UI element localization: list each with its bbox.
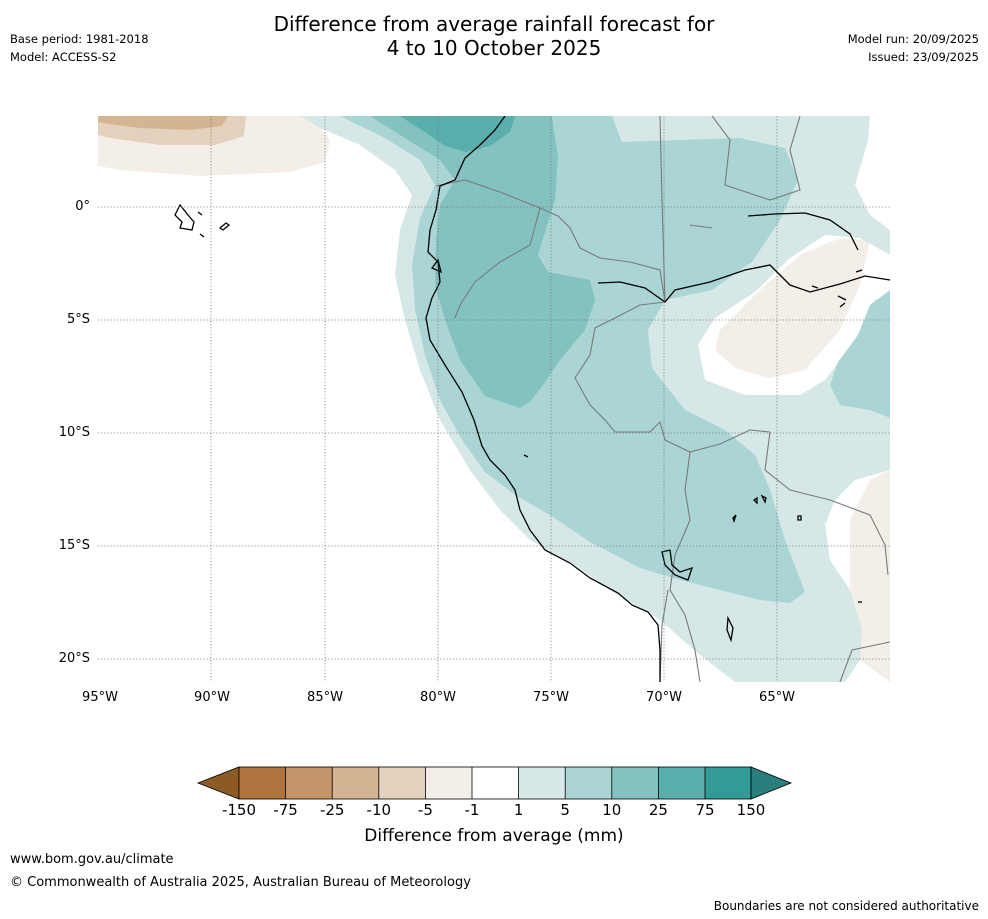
issued-date: Issued: 23/09/2025 [868, 50, 979, 64]
lon-label-95w: 95°W [82, 690, 118, 705]
map-area [98, 116, 890, 682]
wet-region-light-east [830, 290, 890, 418]
lat-label-20s: 20°S [58, 651, 90, 666]
colorbar-tick: -10 [366, 801, 392, 819]
colorbar-tick: 5 [560, 801, 570, 819]
colorbar-tick: 25 [648, 801, 668, 819]
dry-region-brazil-north [715, 238, 870, 378]
colorbar [196, 766, 793, 800]
title-line-1: Difference from average rainfall forecas… [273, 12, 715, 36]
colorbar-bin-4 [378, 767, 426, 799]
website-link[interactable]: www.bom.gov.au/climate [10, 852, 174, 867]
colorbar-bin-10 [658, 767, 705, 799]
colorbar-bin-3 [332, 767, 379, 799]
colorbar-tick: 1 [513, 801, 524, 819]
colorbar-bin-2 [285, 767, 333, 799]
copyright-text: © Commonwealth of Australia 2025, Austra… [10, 875, 471, 890]
lat-label-0: 0° [75, 199, 90, 214]
base-period: Base period: 1981-2018 [10, 32, 149, 46]
coastlines [174, 116, 890, 682]
colorbar-tick: -1 [464, 801, 480, 819]
lon-label-85w: 85°W [307, 690, 343, 705]
lat-label-10s: 10°S [58, 425, 90, 440]
map-title: Difference from average rainfall forecas… [0, 12, 988, 60]
lat-label-15s: 15°S [58, 538, 90, 553]
lon-label-90w: 90°W [194, 690, 230, 705]
model-run: Model run: 20/09/2025 [847, 32, 979, 46]
colorbar-tick: -5 [417, 801, 433, 819]
colorbar-bin-5 [425, 767, 472, 799]
meta-left: Base period: 1981-2018 Model: ACCESS-S2 [10, 30, 149, 66]
lon-label-75w: 75°W [533, 690, 569, 705]
disclaimer-text: Boundaries are not considered authoritat… [713, 899, 979, 913]
colorbar-tick: 10 [602, 801, 622, 819]
colorbar-outline [238, 766, 752, 800]
colorbar-low-arrow [196, 766, 240, 800]
colorbar-bin-9 [611, 767, 659, 799]
lon-label-80w: 80°W [420, 690, 456, 705]
colorbar-high-arrow [750, 766, 793, 800]
colorbar-bin-11 [705, 767, 751, 799]
meta-right: Model run: 20/09/2025 Issued: 23/09/2025 [848, 30, 979, 66]
colorbar-tick: -25 [319, 801, 345, 819]
colorbar-tick: -75 [273, 801, 298, 819]
colorbar-bin-7 [518, 767, 566, 799]
country-borders [435, 116, 890, 682]
colorbar-tick: 75 [695, 801, 715, 819]
title-line-2: 4 to 10 October 2025 [386, 36, 602, 60]
lon-label-65w: 65°W [759, 690, 795, 705]
colorbar-tick: 150 [736, 801, 766, 819]
lon-label-70w: 70°W [646, 690, 682, 705]
wet-region-strong [400, 116, 515, 152]
colorbar-bin-1 [239, 767, 286, 799]
lat-label-5s: 5°S [66, 312, 90, 327]
colorbar-bin-6 [472, 767, 519, 799]
graticule [98, 116, 890, 682]
colorbar-title: Difference from average (mm) [364, 826, 624, 846]
model-name: Model: ACCESS-S2 [10, 50, 117, 64]
dry-region-north-pacific-core [98, 116, 228, 130]
colorbar-tick: -150 [221, 801, 257, 819]
colorbar-dividers [285, 767, 706, 799]
wet-region-medium [370, 116, 595, 408]
colorbar-bin-8 [565, 767, 612, 799]
